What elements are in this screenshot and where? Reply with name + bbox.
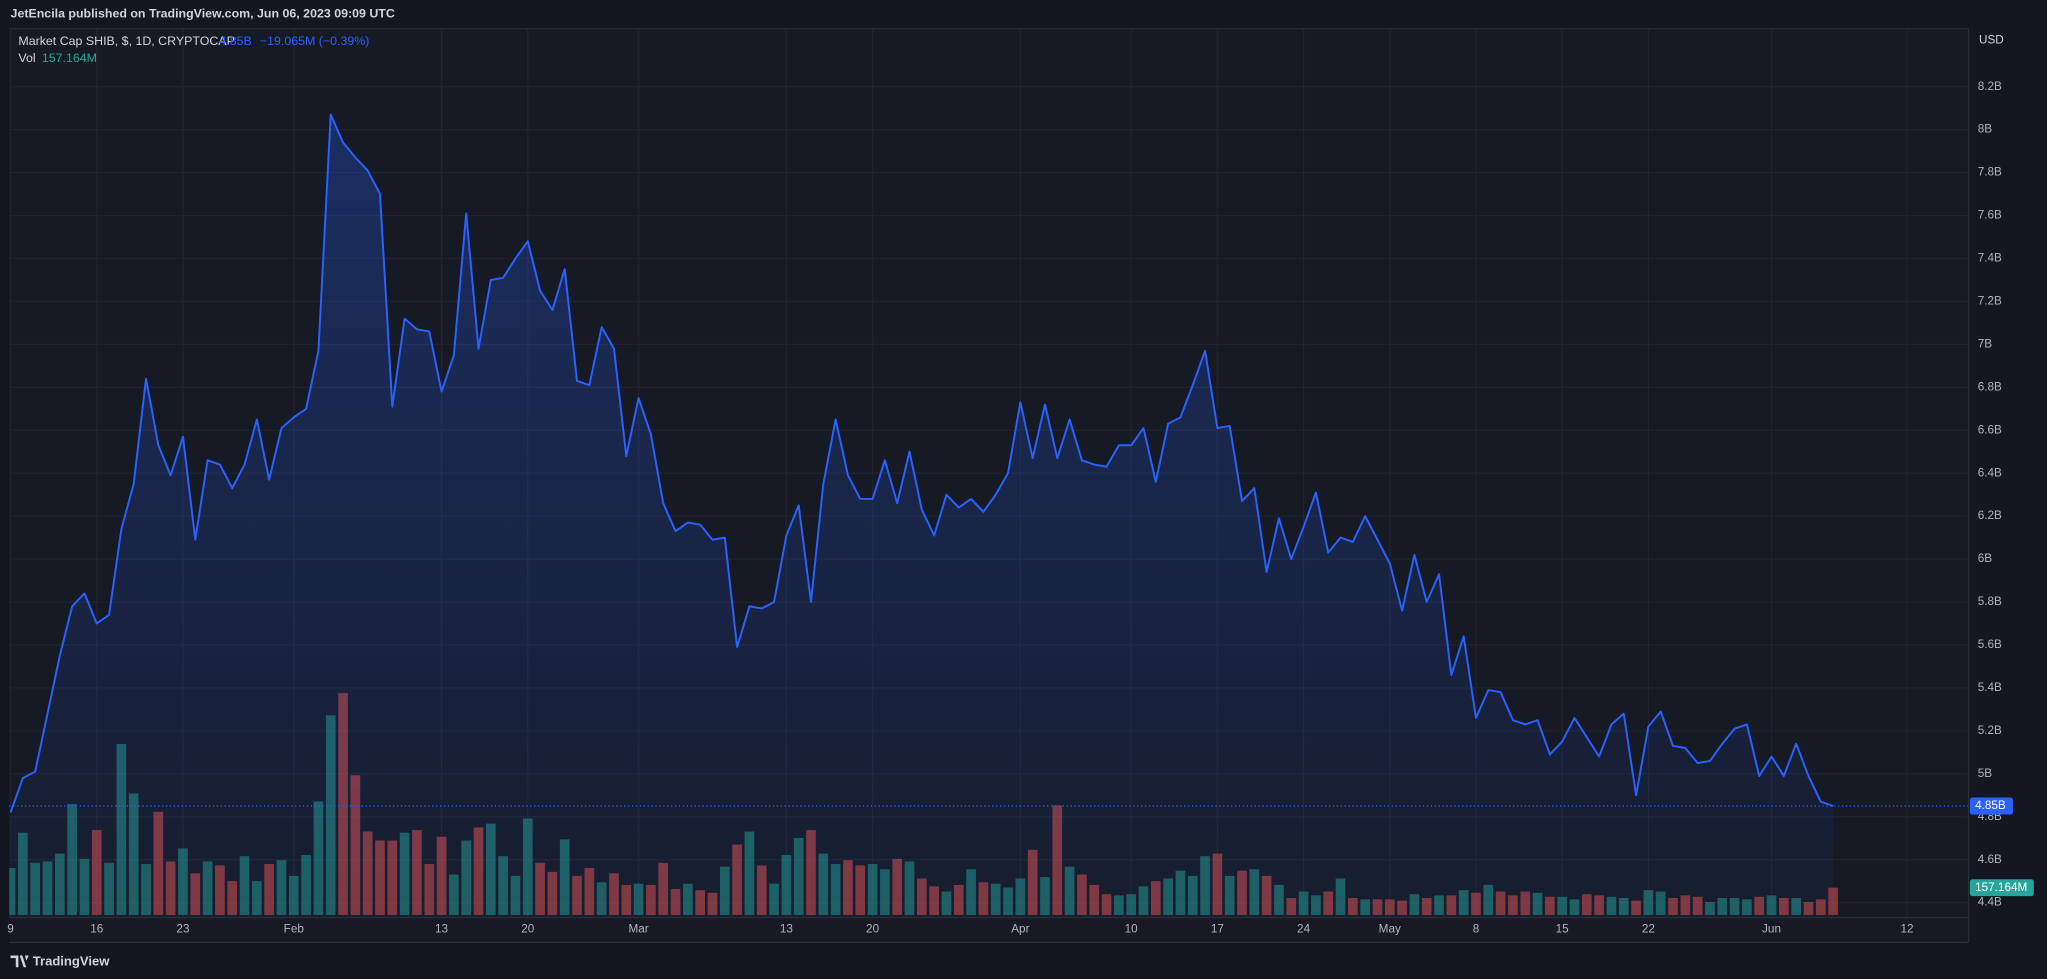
x-tick-label: 8 (1473, 922, 1480, 935)
y-tick-label: 4.4B (1978, 896, 2002, 909)
x-tick-label: 16 (90, 922, 104, 935)
x-tick-label: 23 (176, 922, 190, 935)
x-tick-label: 17 (1211, 922, 1224, 935)
y-tick-label: 4.6B (1978, 853, 2002, 866)
axes: 4.4B4.6B4.8B5B5.2B5.4B5.6B5.8B6B6.2B6.4B… (7, 80, 2034, 935)
published-by: JetEncila published on TradingView.com, … (11, 7, 395, 21)
x-tick-label: Apr (1011, 922, 1029, 935)
legend-last-value: 4.85B (219, 34, 251, 48)
y-tick-label: 7.6B (1978, 209, 2002, 222)
legend-change: −19.065M (−0.39%) (260, 34, 370, 48)
y-tick-label: 7.2B (1978, 295, 2002, 308)
y-tick-label: 6.6B (1978, 423, 2002, 436)
last-price-badge (1969, 797, 2013, 815)
area-fill (10, 114, 1834, 918)
y-tick-label: 8.2B (1978, 80, 2002, 93)
legend-volume-name: Vol (18, 51, 35, 65)
x-tick-label: 13 (780, 922, 794, 935)
price-line (9, 113, 1834, 813)
x-tick-label: 15 (1556, 922, 1570, 935)
x-tick-label: 13 (435, 922, 449, 935)
y-tick-label: 5.6B (1978, 638, 2002, 651)
y-tick-label: 5.2B (1978, 724, 2002, 737)
x-tick-label: 20 (521, 922, 535, 935)
y-tick-label: 5.4B (1978, 681, 2002, 694)
y-tick-label: 6.4B (1978, 466, 2002, 479)
price-layer (9, 113, 1834, 918)
y-tick-label: 7.8B (1978, 166, 2002, 179)
y-tick-label: 7.4B (1978, 252, 2002, 265)
x-tick-label: 10 (1125, 922, 1139, 935)
y-tick-label: 5B (1978, 767, 1993, 780)
last-volume-label: 157.164M (1975, 881, 2027, 894)
x-tick-label: 22 (1642, 922, 1655, 935)
y-tick-label: 8B (1978, 123, 1993, 136)
y-tick-label: 6.2B (1978, 509, 2002, 522)
x-tick-label: 9 (7, 922, 14, 935)
y-tick-label: 5.8B (1978, 595, 2002, 608)
y-tick-label: 7B (1978, 337, 1993, 350)
x-tick-label: Feb (284, 922, 305, 935)
currency: USD (1979, 34, 2004, 47)
last-price-label: 4.85B (1975, 799, 2006, 812)
x-tick-label: 24 (1297, 922, 1311, 935)
last-volume-badge (1969, 879, 2034, 897)
x-tick-label: May (1379, 922, 1401, 935)
y-tick-label: 6.8B (1978, 380, 2002, 393)
x-tick-label: 20 (866, 922, 880, 935)
legend-volume-value: 157.164M (42, 51, 97, 65)
x-tick-label: Mar (628, 922, 648, 935)
legend-title: Market Cap SHIB, $, 1D, CRYPTOCAP (18, 34, 234, 48)
brand-logo (10, 955, 29, 968)
x-tick-label: Jun (1762, 922, 1781, 935)
y-tick-label: 6B (1978, 552, 1993, 565)
brand-name: TradingView (33, 953, 110, 968)
x-tick-label: 12 (1900, 922, 1913, 935)
